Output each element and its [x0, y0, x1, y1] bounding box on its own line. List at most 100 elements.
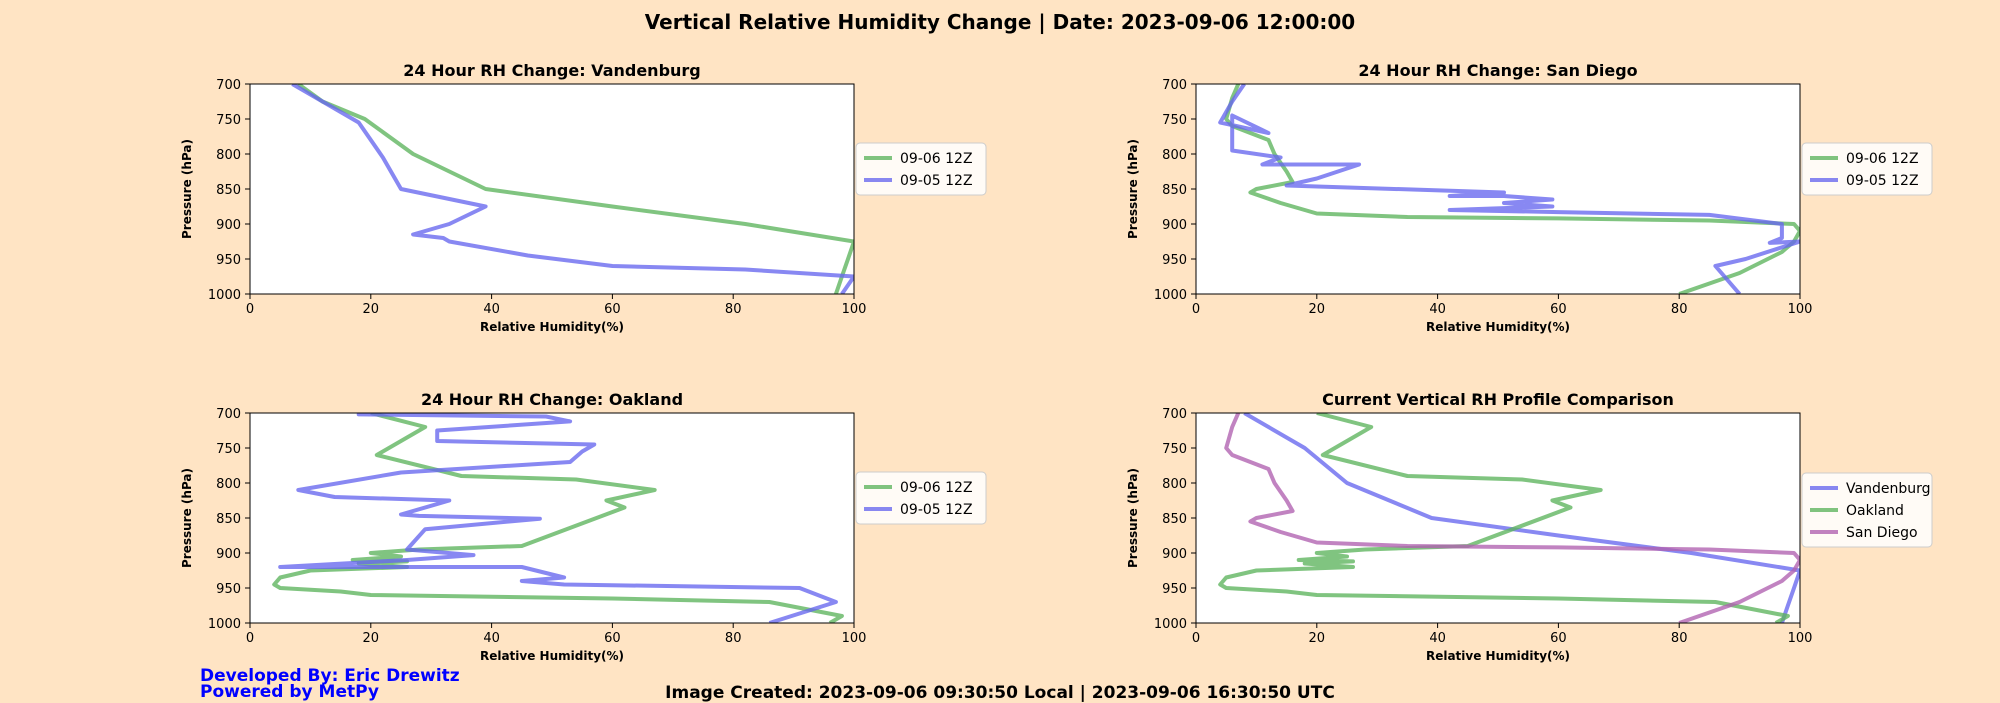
legend-label: 09-05 12Z	[900, 173, 973, 189]
x-tick-label: 60	[1550, 631, 1567, 646]
legend-box	[1801, 472, 1933, 548]
legend-label: 09-06 12Z	[900, 480, 973, 496]
axes-frame	[249, 83, 855, 295]
legend-label: 09-05 12Z	[1846, 173, 1919, 189]
y-tick-label: 750	[1162, 113, 1187, 128]
x-tick-label: 100	[842, 302, 867, 317]
y-tick-label: 900	[216, 547, 241, 562]
subplot-4: Current Vertical RH Profile Comparison 0 2…	[1126, 390, 1933, 663]
x-tick-label: 100	[842, 631, 867, 646]
x-tick-label: 20	[363, 631, 380, 646]
plot-area	[250, 84, 854, 294]
subplot-1: 24 Hour RH Change: Vandenburg 0 20 40 60 80 10…	[180, 61, 987, 334]
subplot-title: Current Vertical RH Profile Comparison	[1322, 390, 1674, 409]
series-lines	[1218, 413, 1800, 623]
y-tick-label: 750	[216, 113, 241, 128]
x-tick-label: 80	[725, 302, 742, 317]
metpy-credit: Powered by MetPy	[200, 682, 379, 702]
series-line-09-06-12z	[297, 84, 854, 294]
y-tick-label: 800	[216, 148, 241, 163]
x-axis-label: Relative Humidity(%)	[1426, 320, 1570, 334]
developer-credit: Developed By: Eric Drewitz	[200, 666, 460, 686]
series-line-vandenburg	[1243, 413, 1800, 623]
x-tick-label: 40	[1429, 302, 1446, 317]
series-line-oakland	[1218, 413, 1790, 623]
series-line-09-05-12z	[291, 84, 854, 294]
plot-area	[1196, 413, 1800, 623]
legend: 09-06 12Z 09-05 12Z	[855, 142, 987, 196]
y-axis-label: Pressure (hPa)	[180, 468, 194, 568]
x-tick-label: 60	[604, 302, 621, 317]
y-tick-label: 800	[216, 477, 241, 492]
legend: Vandenburg Oakland San Diego	[1801, 472, 1933, 548]
y-tick-label: 850	[216, 512, 241, 527]
x-axis-label: Relative Humidity(%)	[480, 649, 624, 663]
y-tick-label: 950	[1162, 253, 1187, 268]
series-line-09-05-12z	[278, 413, 838, 623]
y-tick-label: 800	[1162, 477, 1187, 492]
axes-frame	[1195, 83, 1801, 295]
y-tick-label: 750	[1162, 442, 1187, 457]
x-tick-label: 80	[725, 631, 742, 646]
series-lines	[272, 413, 844, 623]
legend-label: 09-06 12Z	[1846, 151, 1919, 167]
series-line-09-06-12z	[1224, 84, 1800, 294]
x-tick-label: 20	[363, 302, 380, 317]
y-tick-label: 700	[216, 78, 241, 93]
legend-label: 09-05 12Z	[900, 502, 973, 518]
y-tick-label: 950	[1162, 582, 1187, 597]
x-axis-label: Relative Humidity(%)	[480, 320, 624, 334]
y-tick-label: 750	[216, 442, 241, 457]
y-tick-label: 1000	[208, 617, 241, 632]
y-tick-label: 900	[1162, 218, 1187, 233]
x-tick-label: 60	[604, 631, 621, 646]
series-line-san-diego	[1224, 413, 1800, 623]
series-lines	[1218, 84, 1800, 294]
y-tick-label: 700	[216, 407, 241, 422]
y-tick-label: 850	[1162, 183, 1187, 198]
legend-label: Oakland	[1846, 503, 1904, 519]
x-tick-label: 100	[1788, 302, 1813, 317]
subplot-2: 24 Hour RH Change: San Diego 0 20 40 60 80 100…	[1126, 61, 1933, 334]
x-tick-label: 20	[1309, 302, 1326, 317]
x-tick-label: 40	[483, 302, 500, 317]
x-tick-label: 20	[1309, 631, 1326, 646]
x-tick-label: 0	[1192, 302, 1200, 317]
x-tick-label: 0	[246, 631, 254, 646]
y-tick-label: 900	[1162, 547, 1187, 562]
legend-label: 09-06 12Z	[900, 151, 973, 167]
x-axis-label: Relative Humidity(%)	[1426, 649, 1570, 663]
axes-frame	[1195, 412, 1801, 624]
subplot-title: 24 Hour RH Change: San Diego	[1358, 61, 1637, 80]
y-tick-label: 1000	[1154, 617, 1187, 632]
y-axis-label: Pressure (hPa)	[1126, 468, 1140, 568]
x-tick-label: 0	[1192, 631, 1200, 646]
x-tick-label: 0	[246, 302, 254, 317]
x-tick-label: 80	[1671, 631, 1688, 646]
axes-frame	[249, 412, 855, 624]
figure-title: Vertical Relative Humidity Change | Date…	[644, 10, 1356, 34]
y-tick-label: 1000	[208, 288, 241, 303]
y-tick-label: 700	[1162, 78, 1187, 93]
series-lines	[291, 84, 854, 294]
subplot-title: 24 Hour RH Change: Vandenburg	[403, 61, 701, 80]
x-tick-label: 100	[1788, 631, 1813, 646]
legend: 09-06 12Z 09-05 12Z	[1801, 142, 1933, 196]
y-tick-label: 950	[216, 253, 241, 268]
plot-area	[1196, 84, 1800, 294]
x-tick-label: 60	[1550, 302, 1567, 317]
image-created-timestamp: Image Created: 2023-09-06 09:30:50 Local…	[665, 683, 1335, 703]
y-tick-label: 700	[1162, 407, 1187, 422]
y-tick-label: 1000	[1154, 288, 1187, 303]
x-tick-label: 80	[1671, 302, 1688, 317]
legend: 09-06 12Z 09-05 12Z	[855, 471, 987, 525]
series-line-09-05-12z	[1218, 84, 1800, 294]
y-tick-label: 850	[1162, 512, 1187, 527]
y-axis-label: Pressure (hPa)	[1126, 139, 1140, 239]
subplot-title: 24 Hour RH Change: Oakland	[421, 390, 683, 409]
legend-label: Vandenburg	[1846, 481, 1930, 497]
y-tick-label: 850	[216, 183, 241, 198]
legend-label: San Diego	[1846, 525, 1918, 541]
y-tick-label: 800	[1162, 148, 1187, 163]
y-tick-label: 950	[216, 582, 241, 597]
